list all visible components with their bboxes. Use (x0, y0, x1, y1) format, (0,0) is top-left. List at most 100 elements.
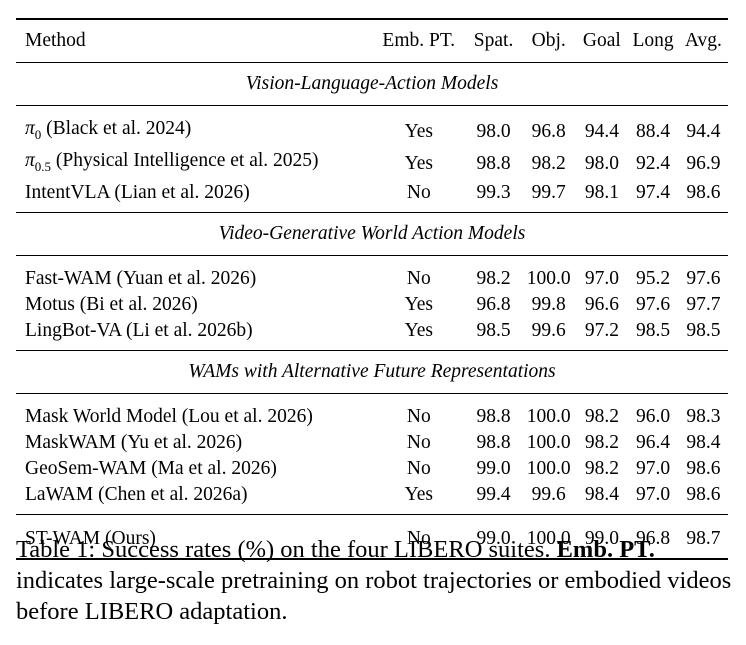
avg-cell-best: 98.7 (678, 513, 728, 560)
goal-cell: 98.2 (584, 431, 619, 453)
avg-cell: 98.5 (686, 319, 721, 341)
spat-cell: 98.2 (466, 254, 522, 292)
emb-cell: No (406, 457, 431, 479)
spat-cell: 99.0 (466, 513, 522, 560)
table-row: LingBot-VA (Li et al. 2026b) Yes 98.5 99… (16, 318, 728, 351)
table-row: Mask World Model (Lou et al. 2026) No 98… (16, 392, 728, 430)
spat-cell: 98.8 (476, 431, 511, 453)
long-cell: 97.0 (636, 457, 671, 479)
goal-cell: 98.2 (584, 457, 619, 479)
obj-cell: 96.8 (521, 104, 577, 148)
avg-cell: 98.6 (686, 181, 721, 203)
long-cell: 97.6 (636, 293, 671, 315)
avg-cell: 97.7 (686, 293, 721, 315)
spat-cell: 98.8 (476, 152, 511, 174)
avg-cell: 98.6 (686, 483, 721, 505)
avg-cell: 97.6 (678, 254, 728, 292)
avg-cell: 96.9 (686, 152, 721, 174)
long-cell: 96.4 (636, 431, 671, 453)
long-cell-best: 98.5 (636, 319, 671, 341)
goal-cell: 98.1 (584, 181, 619, 203)
section-title-vla: Vision-Language-Action Models (16, 62, 728, 106)
obj-cell: 98.2 (531, 152, 566, 174)
method-cell: Fast-WAM (Yuan et al. 2026) (16, 254, 372, 292)
table-row: Motus (Bi et al. 2026) Yes 96.8 99.8 96.… (16, 292, 728, 318)
section-title-alt-wam: WAMs with Alternative Future Representat… (16, 349, 728, 394)
caption-text-1: Success rates (%) on the four LIBERO sui… (101, 536, 551, 563)
results-table-container: Method Emb. PT. Spat. Obj. Goal Long Avg… (16, 18, 728, 560)
spat-cell: 96.8 (476, 293, 511, 315)
results-table: Method Emb. PT. Spat. Obj. Goal Long Avg… (16, 18, 728, 560)
long-cell: 96.8 (627, 513, 679, 560)
method-cell: Mask World Model (Lou et al. 2026) (16, 392, 372, 430)
spat-cell: 99.0 (476, 457, 511, 479)
method-cell: π0.5 (Physical Intelligence et al. 2025) (25, 149, 319, 174)
header-long: Long (627, 18, 679, 63)
table-row: IntentVLA (Lian et al. 2026) No 99.3 99.… (16, 180, 728, 213)
avg-cell: 98.6 (686, 457, 721, 479)
goal-cell: 97.0 (576, 254, 628, 292)
spat-cell: 98.5 (476, 319, 511, 341)
header-avg: Avg. (678, 18, 728, 63)
section-header-row: Vision-Language-Action Models (16, 62, 728, 106)
table-header-row: Method Emb. PT. Spat. Obj. Goal Long Avg… (16, 18, 728, 63)
header-obj: Obj. (521, 18, 577, 63)
table-row: LaWAM (Chen et al. 2026a) Yes 99.4 99.6 … (16, 482, 728, 515)
method-cell: LingBot-VA (Li et al. 2026b) (25, 319, 253, 341)
long-cell: 96.0 (627, 392, 679, 430)
goal-cell: 96.6 (584, 293, 619, 315)
obj-cell-best: 100.0 (526, 431, 571, 453)
goal-cell: 97.2 (584, 319, 619, 341)
table-row: π0.5 (Physical Intelligence et al. 2025)… (16, 148, 728, 180)
emb-cell: Yes (404, 152, 433, 174)
table-caption: Table 1: Success rates (%) on the four L… (16, 534, 732, 627)
emb-cell: No (371, 254, 467, 292)
obj-cell: 99.6 (531, 319, 566, 341)
avg-cell: 98.4 (686, 431, 721, 453)
caption-label: Table 1: (16, 536, 96, 563)
header-spat: Spat. (466, 18, 522, 63)
emb-cell: No (371, 513, 467, 560)
header-emb-pt: Emb. PT. (371, 18, 467, 63)
obj-cell-best: 100.0 (521, 392, 577, 430)
method-cell: π0 (Black et al. 2024) (16, 104, 372, 148)
emb-cell: No (371, 392, 467, 430)
emb-cell: Yes (404, 293, 433, 315)
long-cell: 97.4 (636, 181, 671, 203)
method-cell: GeoSem-WAM (Ma et al. 2026) (25, 457, 277, 479)
method-cell: MaskWAM (Yu et al. 2026) (25, 431, 243, 453)
table-row: GeoSem-WAM (Ma et al. 2026) No 99.0 100.… (16, 456, 728, 482)
obj-cell-best: 100.0 (521, 254, 577, 292)
spat-cell-best: 99.4 (476, 483, 511, 505)
method-cell-ours: ST-WAM (Ours) (16, 513, 372, 560)
method-cell: LaWAM (Chen et al. 2026a) (25, 483, 248, 505)
header-method: Method (16, 18, 372, 63)
table-row: π0 (Black et al. 2024) Yes 98.0 96.8 94.… (16, 104, 728, 148)
goal-cell: 94.4 (576, 104, 628, 148)
avg-cell: 98.3 (678, 392, 728, 430)
long-cell: 92.4 (636, 152, 671, 174)
emb-cell: No (406, 431, 431, 453)
method-cell: IntentVLA (Lian et al. 2026) (25, 181, 250, 203)
long-cell: 88.4 (627, 104, 679, 148)
spat-cell: 98.0 (466, 104, 522, 148)
emb-cell: Yes (404, 319, 433, 341)
header-goal: Goal (576, 18, 628, 63)
goal-cell: 98.0 (584, 152, 619, 174)
table-row: MaskWAM (Yu et al. 2026) No 98.8 100.0 9… (16, 430, 728, 456)
obj-cell: 99.6 (531, 483, 566, 505)
obj-cell: 99.8 (531, 293, 566, 315)
table-row: Fast-WAM (Yuan et al. 2026) No 98.2 100.… (16, 254, 728, 292)
ours-row: ST-WAM (Ours) No 99.0 100.0 99.0 96.8 98… (16, 513, 728, 560)
emb-cell: Yes (371, 104, 467, 148)
obj-cell-best: 100.0 (521, 513, 577, 560)
long-cell: 95.2 (627, 254, 679, 292)
spat-cell: 98.8 (466, 392, 522, 430)
emb-cell: No (406, 181, 431, 203)
method-cell: Motus (Bi et al. 2026) (25, 293, 198, 315)
avg-cell: 94.4 (678, 104, 728, 148)
obj-cell-best: 100.0 (526, 457, 571, 479)
goal-cell: 98.4 (584, 483, 619, 505)
emb-cell: Yes (404, 483, 433, 505)
spat-cell: 99.3 (476, 181, 511, 203)
